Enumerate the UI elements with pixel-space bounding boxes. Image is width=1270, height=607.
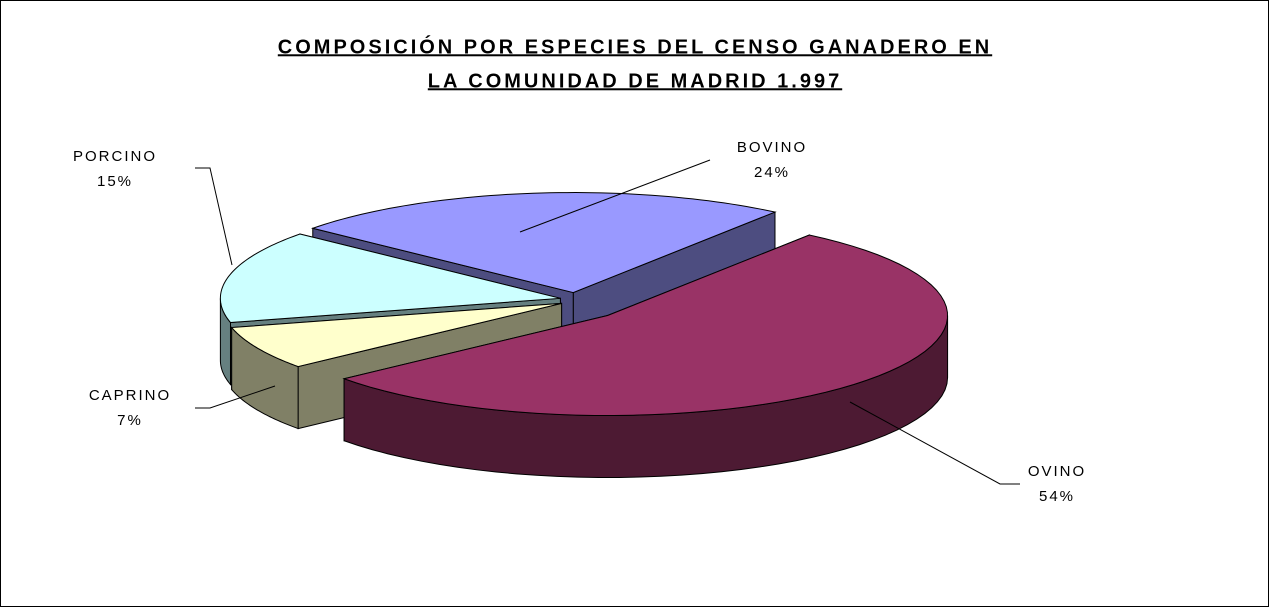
chart-title: COMPOSICIÓN POR ESPECIES DEL CENSO GANAD… (278, 34, 992, 58)
category-label: CAPRINO (89, 387, 171, 404)
chart-title: LA COMUNIDAD DE MADRID 1.997 (428, 70, 842, 92)
value-label: 24% (754, 164, 790, 181)
category-label: BOVINO (737, 139, 807, 156)
category-label: OVINO (1028, 463, 1086, 480)
category-label: PORCINO (73, 148, 157, 165)
leader-line (195, 385, 276, 409)
value-label: 54% (1039, 488, 1075, 505)
slice-top (230, 302, 562, 368)
slice-top (310, 192, 777, 294)
pie-slice (342, 234, 949, 478)
leader-line (195, 167, 233, 266)
slice-top (342, 234, 948, 417)
leader-line (849, 401, 1020, 485)
leader-line (519, 159, 711, 233)
value-label: 15% (97, 173, 133, 190)
slice-top (219, 233, 561, 324)
value-label: 7% (117, 412, 143, 429)
